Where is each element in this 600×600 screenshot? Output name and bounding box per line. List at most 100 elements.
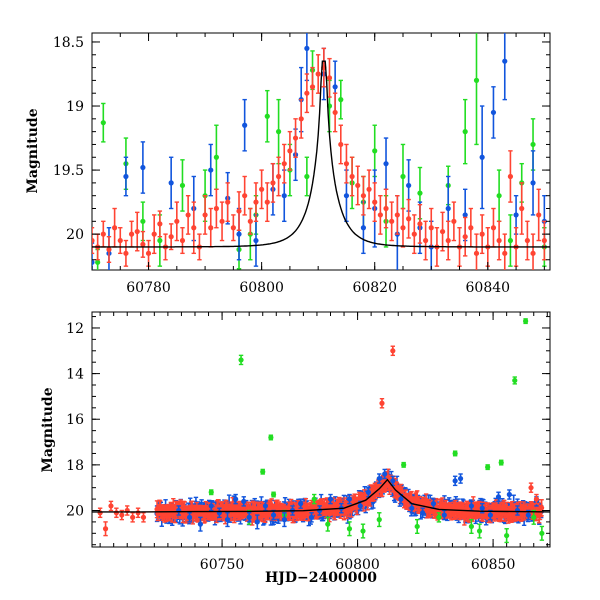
- top-red-point: [502, 233, 508, 270]
- top-green-point: [213, 124, 219, 190]
- bottom-blue-point: [390, 475, 396, 487]
- top-red-point: [92, 227, 95, 255]
- top-red-point: [490, 207, 497, 248]
- bottom-blue-point: [327, 493, 334, 505]
- bottom-blue-point: [398, 493, 404, 505]
- bottom-blue-point: [233, 493, 239, 505]
- top-red-point: [315, 54, 321, 94]
- top-red-point: [287, 130, 293, 171]
- bottom-x-tick-label: 60800: [335, 557, 380, 573]
- bottom-blue-point: [376, 473, 382, 484]
- top-blue-point: [253, 214, 259, 267]
- top-red-point: [298, 98, 304, 139]
- bottom-green-point: [346, 521, 353, 537]
- bottom-red-point: [124, 505, 130, 516]
- bottom-green-point: [498, 459, 504, 466]
- top-red-point: [406, 198, 412, 239]
- top-red-point: [445, 220, 451, 261]
- bottom-green-point: [325, 516, 331, 532]
- top-red-point: [128, 220, 135, 248]
- bottom-panel-frame: [91, 311, 551, 548]
- top-red-point: [202, 194, 208, 235]
- top-red-point: [275, 156, 282, 197]
- top-red-point: [179, 227, 186, 255]
- bottom-blue-point: [495, 491, 502, 503]
- bottom-panel: 60750 60800 60850 12 14 16 18 20 Magnitude HJD−…: [40, 311, 551, 586]
- bottom-green-point: [376, 512, 382, 528]
- top-red-point: [462, 216, 468, 257]
- top-red-point: [439, 211, 446, 252]
- top-x-tick-label: 60840: [466, 280, 511, 296]
- bottom-blue-point: [186, 512, 193, 523]
- top-red-point: [134, 211, 140, 252]
- bottom-blue-point: [457, 473, 464, 484]
- top-red-point: [185, 194, 191, 235]
- top-red-point: [332, 92, 338, 133]
- bottom-green-point: [512, 376, 518, 385]
- top-red-point: [400, 207, 406, 248]
- top-red-point: [100, 220, 106, 248]
- bottom-x-tick-label: 60750: [200, 557, 245, 573]
- top-green-point: [275, 98, 282, 165]
- top-green-point: [400, 143, 406, 210]
- bottom-green-point: [539, 525, 545, 541]
- top-red-point: [338, 124, 344, 165]
- bottom-green-point: [414, 518, 420, 535]
- top-red-point: [242, 175, 248, 216]
- top-blue-point: [304, 33, 310, 82]
- top-y-tick-label: 19.5: [53, 163, 84, 179]
- bottom-blue-point: [506, 489, 512, 500]
- bottom-blue-point: [346, 493, 353, 505]
- top-red-point: [536, 188, 542, 242]
- bottom-blue-point: [420, 507, 426, 519]
- top-panel: 60780 60800 60820 60840 18.5 19 19.5 20 Magnitu…: [25, 32, 551, 296]
- bottom-green-point: [485, 464, 491, 471]
- bottom-blue-point: [479, 502, 485, 514]
- top-red-point: [360, 175, 367, 216]
- top-red-point: [219, 201, 225, 242]
- top-red-point: [468, 207, 474, 248]
- top-y-tick-label: 20: [66, 227, 84, 243]
- top-red-point: [372, 182, 378, 223]
- top-blue-point: [140, 141, 146, 194]
- bottom-blue-point: [241, 496, 247, 507]
- bottom-blue-point: [298, 498, 304, 509]
- top-blue-point: [208, 143, 214, 197]
- bottom-red-point: [113, 507, 119, 519]
- bottom-red-point: [538, 499, 545, 517]
- top-y-tick-label: 18.5: [53, 35, 84, 51]
- top-red-point: [394, 194, 400, 235]
- top-red-point: [473, 233, 480, 270]
- top-red-point: [377, 194, 383, 235]
- bottom-red-point: [135, 507, 141, 519]
- bottom-blue-point: [208, 500, 214, 512]
- bottom-green-point: [270, 491, 277, 498]
- bottom-blue-point: [254, 514, 260, 530]
- bottom-green-point: [360, 523, 366, 539]
- top-red-point: [281, 143, 287, 184]
- bottom-red-point: [108, 500, 114, 512]
- bottom-red-point: [140, 512, 147, 523]
- top-red-point: [309, 66, 316, 107]
- bottom-red-point: [533, 493, 540, 505]
- bottom-green-point: [260, 468, 266, 475]
- top-blue-point: [479, 105, 485, 210]
- top-green-point: [473, 33, 480, 146]
- top-panel-axes: 60780 60800 60820 60840 18.5 19 19.5 20: [53, 33, 550, 296]
- top-model-curve: [92, 60, 550, 248]
- bottom-green-point: [436, 512, 442, 523]
- bottom-x-axis-label: HJD−2400000: [265, 570, 377, 586]
- top-blue-point: [490, 86, 497, 139]
- top-green-point: [338, 79, 344, 120]
- bottom-green-point: [401, 461, 407, 468]
- top-panel-frame: [91, 32, 551, 271]
- top-red-point: [225, 182, 231, 223]
- top-red-point: [123, 239, 129, 267]
- top-green-point: [304, 156, 310, 197]
- top-y-axis-label: Magnitude: [25, 108, 41, 193]
- top-red-point: [428, 207, 434, 248]
- bottom-blue-point: [487, 509, 493, 521]
- top-red-point: [140, 230, 146, 258]
- top-blue-point: [92, 242, 95, 270]
